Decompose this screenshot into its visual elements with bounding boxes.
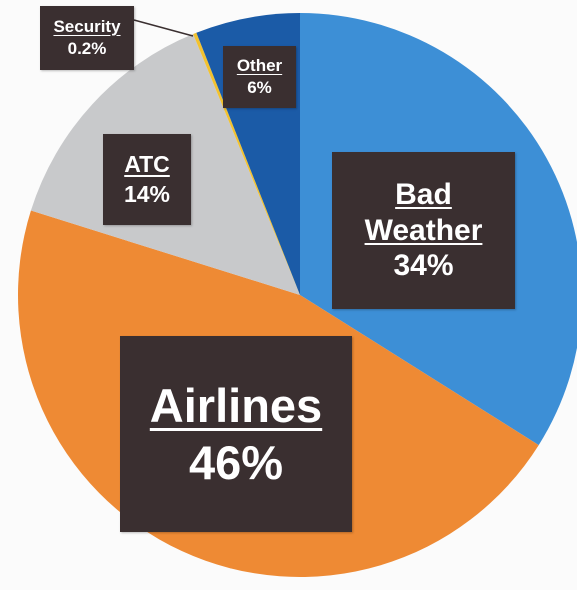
- label-bad-weather-value: 34%: [393, 249, 454, 283]
- label-other-name: Other: [236, 55, 283, 75]
- label-other: Other 6%: [223, 46, 296, 108]
- label-bad-weather-name-line-2: Weather: [364, 213, 483, 247]
- label-bad-weather: Bad Weather 34%: [332, 152, 515, 309]
- label-bad-weather-name: Bad Weather: [365, 177, 483, 248]
- label-other-value: 6%: [247, 78, 272, 97]
- label-atc: ATC 14%: [103, 134, 191, 225]
- label-atc-name: ATC: [124, 150, 170, 177]
- label-security: Security 0.2%: [40, 6, 134, 70]
- label-airlines-value: 46%: [188, 436, 284, 489]
- label-bad-weather-name-line-1: Bad: [395, 178, 452, 212]
- label-security-value: 0.2%: [67, 39, 107, 58]
- label-security-name: Security: [53, 16, 121, 36]
- label-atc-value: 14%: [123, 180, 171, 207]
- label-airlines-name: Airlines: [149, 378, 323, 432]
- pie-slice-security: [193, 32, 300, 295]
- label-airlines: Airlines 46%: [120, 336, 352, 532]
